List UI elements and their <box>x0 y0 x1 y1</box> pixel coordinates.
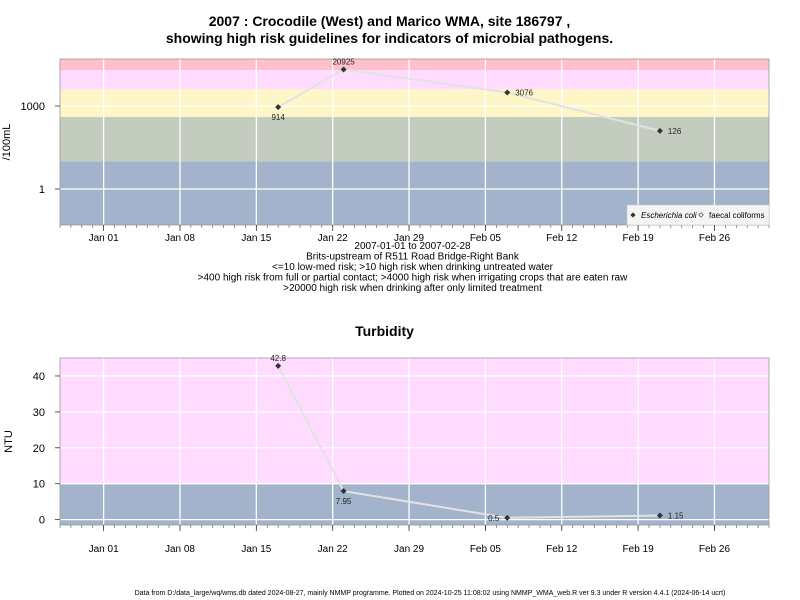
data-point-20925 <box>340 66 347 73</box>
x-tick-label-feb-19: Feb 19 <box>623 544 655 555</box>
x-tick-label-jan-01: Jan 01 <box>89 544 119 555</box>
x-tick-label-feb-12: Feb 12 <box>546 544 578 555</box>
footer-text: Data from D:/data_large/wq/wms.db dated … <box>135 590 726 597</box>
x-tick-label-jan-29: Jan 29 <box>394 544 424 555</box>
data-point-3076 <box>504 89 511 96</box>
data-point-7-95 <box>340 488 347 495</box>
chart-title-line-0: Turbidity <box>355 323 414 339</box>
x-axis-label-line-0: 2007-01-01 to 2007-02-28 <box>354 241 471 252</box>
y-axis-title: NTU <box>3 430 15 453</box>
data-label-1-15: 1.15 <box>668 511 684 520</box>
x-tick-label-feb-05: Feb 05 <box>470 233 502 244</box>
risk-band-2 <box>60 89 769 118</box>
data-label-0-5: 0.5 <box>488 514 500 523</box>
risk-band-0 <box>60 483 769 525</box>
y-tick-label-0: 0 <box>39 515 45 527</box>
plot-frame <box>59 357 770 526</box>
x-tick-label-jan-22: Jan 22 <box>318 544 348 555</box>
data-label-20925: 20925 <box>332 57 355 66</box>
x-tick-label-jan-29: Jan 29 <box>394 233 424 244</box>
legend-marker-faecal-coliforms <box>698 212 704 218</box>
data-label-42-8: 42.8 <box>270 354 286 363</box>
risk-band-1 <box>60 358 769 484</box>
data-label-126: 126 <box>668 127 682 136</box>
x-tick-label-jan-15: Jan 15 <box>241 544 271 555</box>
legend-label-faecal-coliforms: faecal coliforms <box>709 211 765 220</box>
x-tick-label-jan-08: Jan 08 <box>165 233 195 244</box>
series-line-escherichia-coli <box>277 68 661 132</box>
data-label-7-95: 7.95 <box>336 497 352 506</box>
legend-label-escherichia-coli: Escherichia coli <box>641 211 697 220</box>
x-tick-label-feb-26: Feb 26 <box>699 544 731 555</box>
data-label-3076: 3076 <box>515 89 533 98</box>
ecoli-chart: Jan 01 Jan 08 Jan 15 Jan 22 Jan 29 Feb 05 Feb … <box>1 13 770 294</box>
data-point-0-5 <box>504 514 511 521</box>
y-tick-label-20: 20 <box>33 443 45 455</box>
data-point-126 <box>656 127 663 134</box>
data-point-914 <box>275 104 282 111</box>
data-point-1-15 <box>656 512 663 519</box>
x-axis-label-line-1: Brits-upstream of R511 Road Bridge-Right… <box>306 252 520 263</box>
chart-title-line-0: 2007 : Crocodile (West) and Marico WMA, … <box>209 13 571 29</box>
y-tick-label-40: 40 <box>33 371 45 383</box>
y-axis-title: /100mL <box>1 124 13 161</box>
x-tick-label-jan-08: Jan 08 <box>165 544 195 555</box>
x-axis-label-line-4: >20000 high risk when drinking after onl… <box>283 283 542 294</box>
y-tick-label-1: 1 <box>39 184 45 196</box>
x-axis-label-line-3: >400 high risk from full or partial cont… <box>198 273 628 284</box>
chart-title-line-1: showing high risk guidelines for indicat… <box>166 30 613 46</box>
legend: Escherichia coli faecal coliforms <box>626 204 770 226</box>
data-point-42-8 <box>275 362 282 369</box>
legend-marker-escherichia-coli <box>630 212 636 218</box>
plot-frame <box>59 58 770 226</box>
x-tick-label-feb-26: Feb 26 <box>699 233 731 244</box>
x-tick-label-feb-19: Feb 19 <box>623 233 655 244</box>
x-axis-label-line-2: <=10 low-med risk; >10 high risk when dr… <box>272 262 554 273</box>
x-tick-label-jan-15: Jan 15 <box>241 233 271 244</box>
risk-band-4 <box>60 59 769 71</box>
risk-band-1 <box>60 117 769 162</box>
y-tick-label-30: 30 <box>33 407 45 419</box>
x-tick-label-feb-05: Feb 05 <box>470 544 502 555</box>
y-tick-label-1000: 1000 <box>21 101 45 113</box>
x-tick-label-jan-22: Jan 22 <box>318 233 348 244</box>
turbidity-chart: Jan 01 Jan 08 Jan 15 Jan 22 Jan 29 Feb 05 Feb … <box>3 323 770 555</box>
y-tick-label-10: 10 <box>33 479 45 491</box>
series-line-0 <box>277 365 660 519</box>
x-tick-label-feb-12: Feb 12 <box>546 233 578 244</box>
x-tick-label-jan-01: Jan 01 <box>89 233 119 244</box>
data-label-914: 914 <box>271 113 285 122</box>
legend-box <box>626 204 770 226</box>
